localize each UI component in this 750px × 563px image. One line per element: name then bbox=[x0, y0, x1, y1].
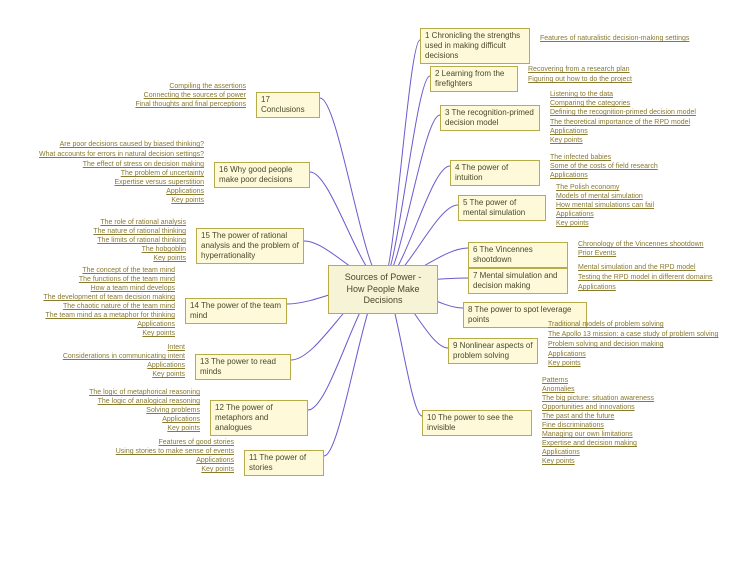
center-label: Sources of Power - How People Make Decis… bbox=[345, 272, 422, 305]
branch-node: 2 Learning from the firefighters bbox=[430, 66, 518, 92]
branch-node: 3 The recognition-primed decision model bbox=[440, 105, 540, 131]
leaf-item: Are poor decisions caused by biased thin… bbox=[60, 140, 204, 149]
branch-node: 7 Mental simulation and decision making bbox=[468, 268, 568, 294]
leaf-item: Key points bbox=[201, 465, 234, 474]
branch-node: 12 The power of metaphors and analogues bbox=[210, 400, 308, 436]
leaf-item: Applications bbox=[550, 171, 588, 180]
leaf-item: Figuring out how to do the project bbox=[528, 75, 632, 84]
branch-node: 4 The power of intuition bbox=[450, 160, 540, 186]
leaf-item: Recovering from a research plan bbox=[528, 65, 630, 74]
branch-node: 16 Why good people make poor decisions bbox=[214, 162, 310, 188]
leaf-item: Key points bbox=[542, 457, 575, 466]
branch-node: 10 The power to see the invisible bbox=[422, 410, 532, 436]
leaf-item: The Apollo 13 mission: a case study of p… bbox=[548, 330, 718, 339]
leaf-item: Testing the RPD model in different domai… bbox=[578, 273, 713, 282]
leaf-item: Key points bbox=[171, 196, 204, 205]
branch-node: 17 Conclusions bbox=[256, 92, 320, 118]
branch-node: 11 The power of stories bbox=[244, 450, 324, 476]
leaf-item: Features of naturalistic decision-making… bbox=[540, 34, 689, 43]
branch-node: 9 Nonlinear aspects of problem solving bbox=[448, 338, 538, 364]
leaf-item: Final thoughts and final perceptions bbox=[135, 100, 246, 109]
branch-node: 1 Chronicling the strengths used in maki… bbox=[420, 28, 530, 64]
leaf-item: Key points bbox=[153, 254, 186, 263]
leaf-item: Problem solving and decision making bbox=[548, 340, 664, 349]
center-node: Sources of Power - How People Make Decis… bbox=[328, 265, 438, 314]
branch-node: 13 The power to read minds bbox=[195, 354, 291, 380]
branch-node: 14 The power of the team mind bbox=[185, 298, 287, 324]
branch-node: 15 The power of rational analysis and th… bbox=[196, 228, 304, 264]
leaf-item: Mental simulation and the RPD model bbox=[578, 263, 696, 272]
leaf-item: Applications bbox=[578, 283, 616, 292]
leaf-item: Key points bbox=[152, 370, 185, 379]
leaf-item: Traditional models of problem solving bbox=[548, 320, 664, 329]
leaf-item: Key points bbox=[548, 359, 581, 368]
leaf-item: Key points bbox=[556, 219, 589, 228]
leaf-item: Prior Events bbox=[578, 249, 616, 258]
branch-node: 6 The Vincennes shootdown bbox=[468, 242, 568, 268]
branch-node: 5 The power of mental simulation bbox=[458, 195, 546, 221]
leaf-item: Key points bbox=[142, 329, 175, 338]
leaf-item: Defining the recognition-primed decision… bbox=[550, 108, 696, 117]
leaf-item: What accounts for errors in natural deci… bbox=[39, 150, 204, 159]
leaf-item: Key points bbox=[550, 136, 583, 145]
leaf-item: Key points bbox=[167, 424, 200, 433]
